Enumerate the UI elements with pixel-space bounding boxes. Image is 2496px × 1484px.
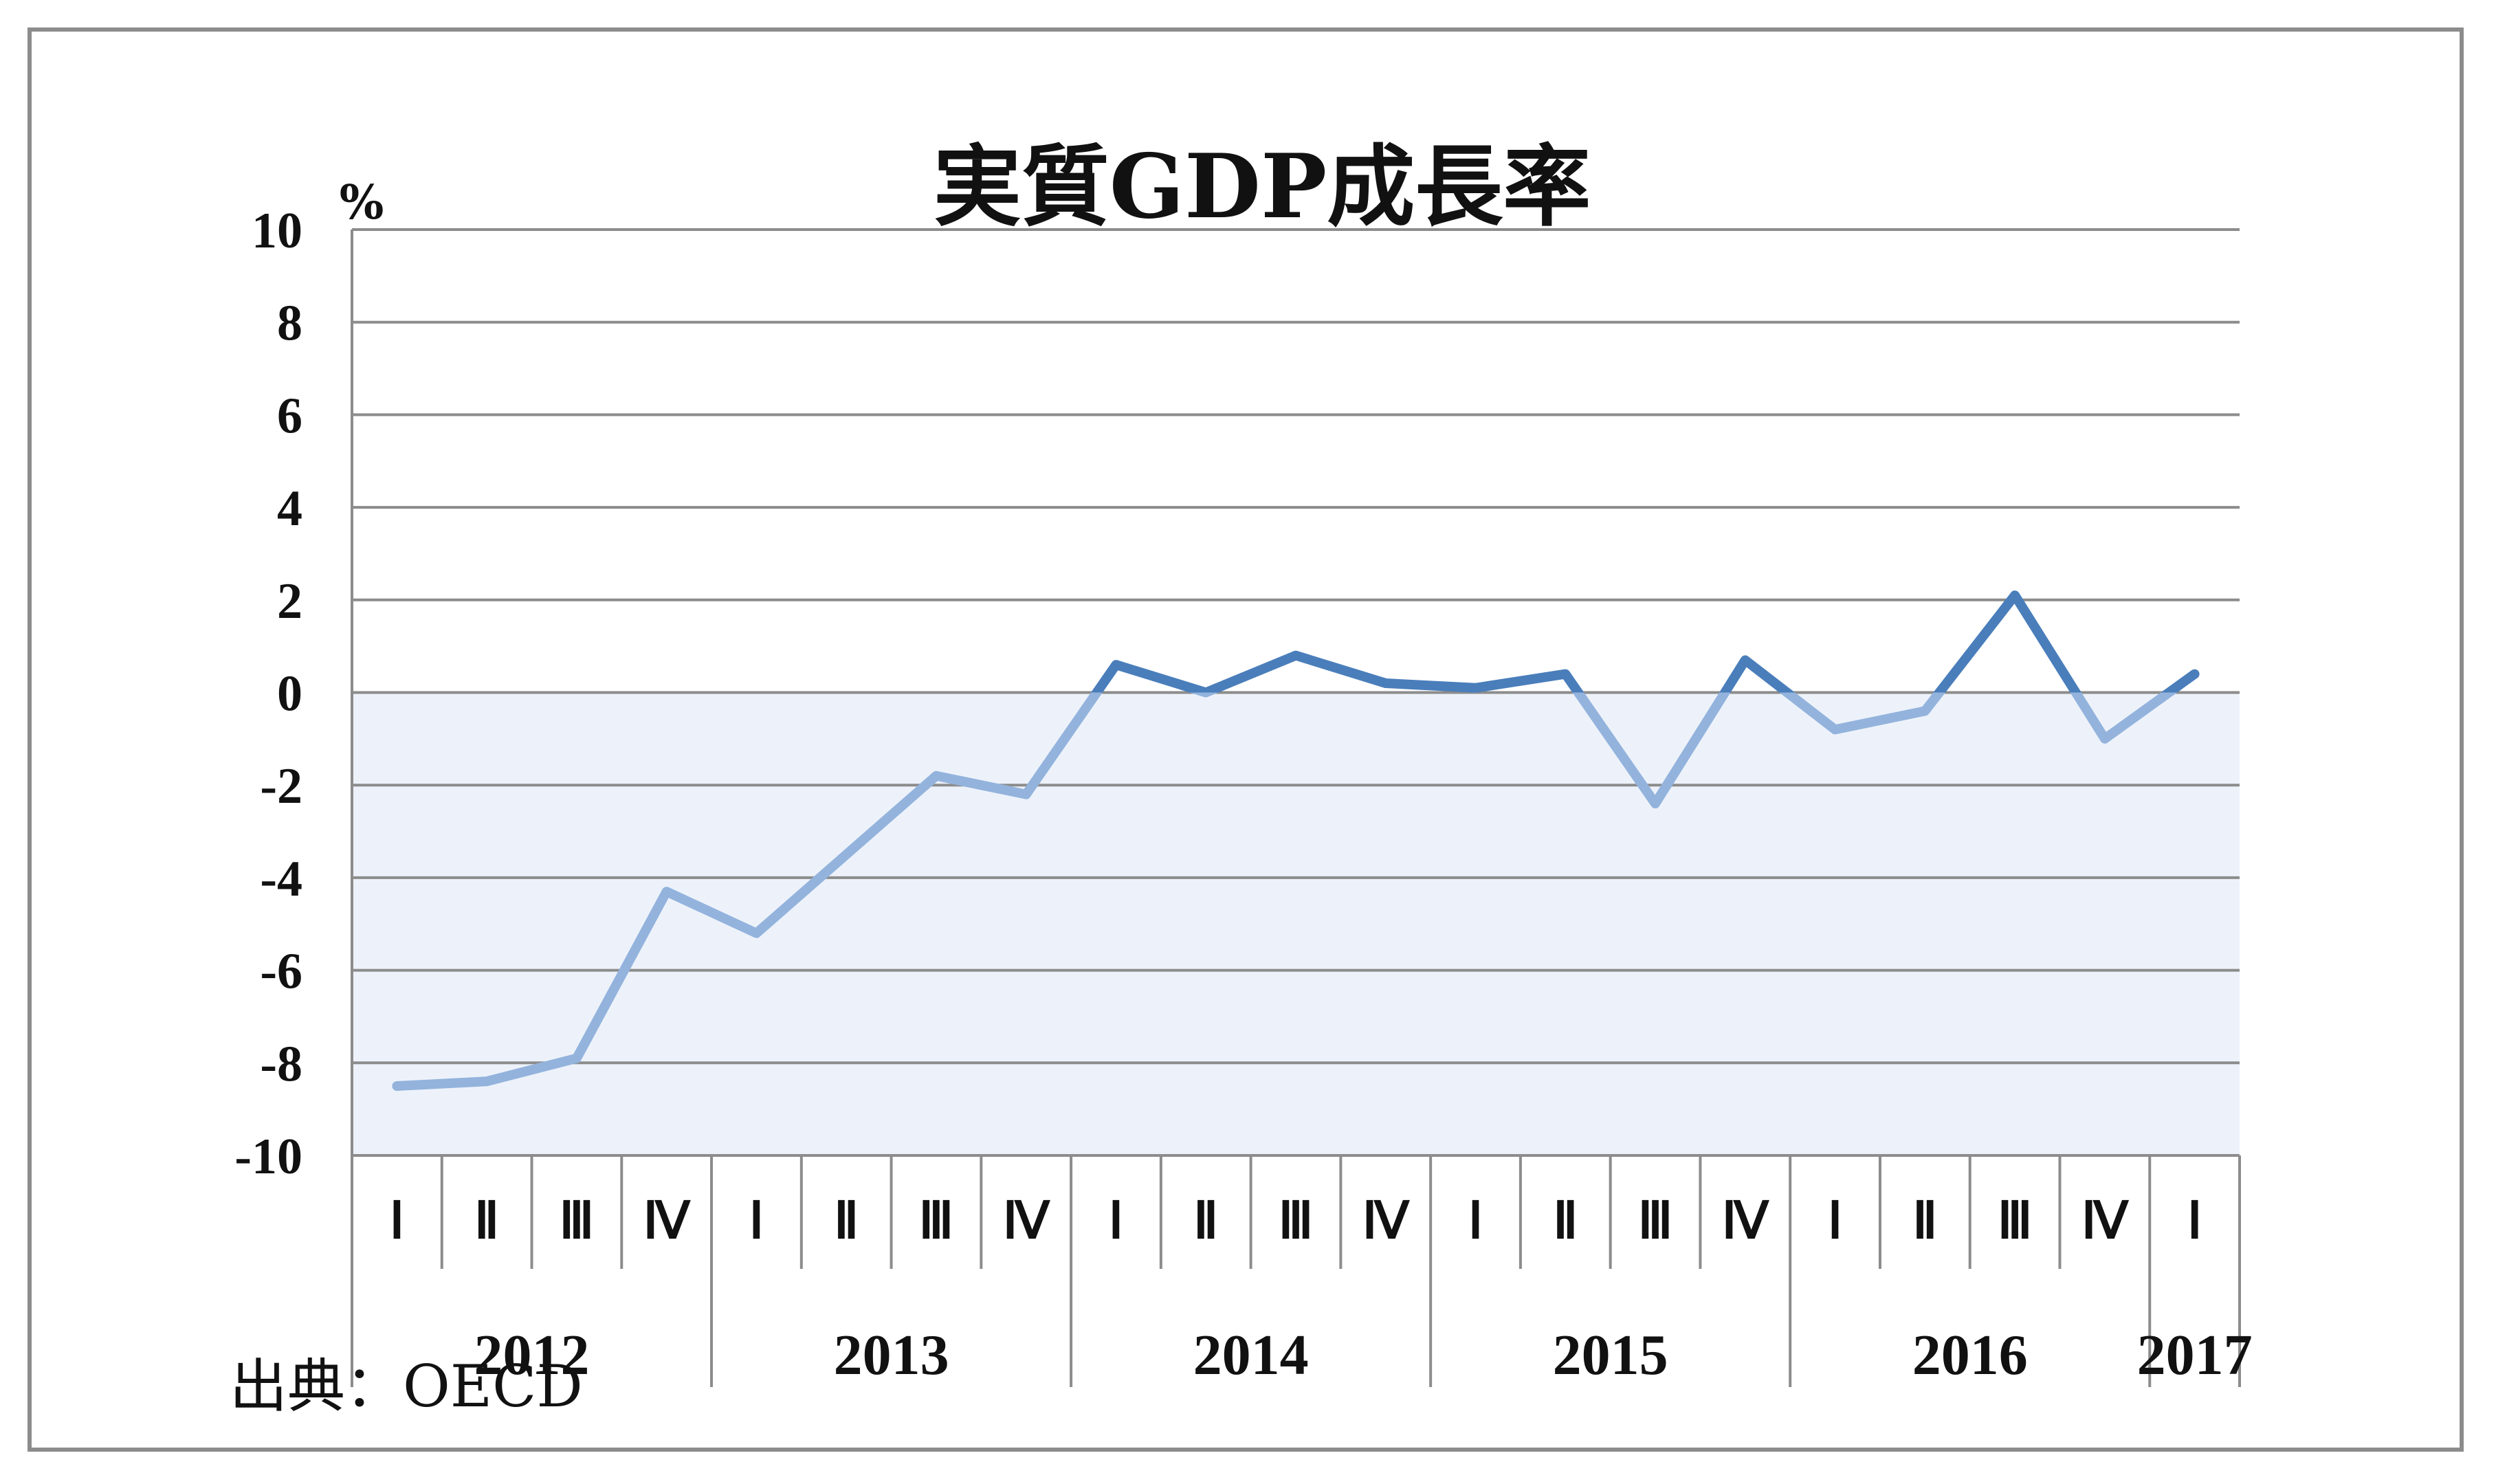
y-tick-label: 4 xyxy=(277,480,302,537)
x-tick-label: Ⅰ xyxy=(1828,1193,1843,1250)
x-tick-label: Ⅱ xyxy=(1553,1193,1578,1250)
x-tick-label: Ⅳ xyxy=(1003,1193,1051,1250)
x-tick-label: Ⅰ xyxy=(389,1193,404,1250)
series-line-positive xyxy=(1090,590,2200,693)
x-tick-label: Ⅱ xyxy=(474,1193,499,1250)
y-tick-label: -2 xyxy=(260,758,302,815)
y-axis-unit-label: % xyxy=(340,175,384,230)
y-tick-label: 10 xyxy=(252,203,302,259)
x-tick-label: Ⅳ xyxy=(2081,1193,2130,1250)
x-tick-label: Ⅰ xyxy=(1109,1193,1124,1250)
y-tick-label: 8 xyxy=(277,296,302,352)
x-tick-label: Ⅲ xyxy=(1638,1193,1673,1250)
x-tick-label: Ⅲ xyxy=(559,1193,594,1250)
y-tick-label: -6 xyxy=(260,944,302,1000)
x-tick-label: Ⅲ xyxy=(1278,1193,1313,1250)
y-tick-label: -8 xyxy=(260,1036,302,1092)
negative-region-fill xyxy=(352,692,2240,1155)
x-tick-label: Ⅳ xyxy=(1362,1193,1411,1250)
x-tick-label: Ⅰ xyxy=(749,1193,764,1250)
chart-title: 実質GDP成長率 xyxy=(934,135,1591,239)
x-tick-label: Ⅱ xyxy=(1193,1193,1218,1250)
year-label: 2013 xyxy=(834,1323,949,1387)
source-note: 出典：OECD xyxy=(230,1353,583,1420)
x-tick-label: Ⅰ xyxy=(2187,1193,2202,1250)
x-tick-label: Ⅲ xyxy=(918,1193,953,1250)
x-tick-label: Ⅰ xyxy=(1468,1193,1483,1250)
x-tick-label: Ⅲ xyxy=(1998,1193,2033,1250)
y-tick-label: 2 xyxy=(277,573,302,630)
series-line-negative xyxy=(392,692,2178,1091)
x-tick-label: Ⅱ xyxy=(1912,1193,1937,1250)
x-tick-label: Ⅳ xyxy=(1722,1193,1770,1250)
year-label: 2016 xyxy=(1912,1323,2028,1387)
year-label: 2012 xyxy=(474,1323,590,1387)
year-label: 2014 xyxy=(1193,1323,1309,1387)
y-tick-label: 0 xyxy=(277,666,302,722)
year-label: 2017 xyxy=(2137,1323,2253,1387)
y-tick-label: -4 xyxy=(260,851,302,907)
year-label: 2015 xyxy=(1553,1323,1668,1387)
x-tick-label: Ⅱ xyxy=(834,1193,859,1250)
y-tick-label: -10 xyxy=(234,1129,302,1185)
x-tick-label: Ⅳ xyxy=(643,1193,692,1250)
y-tick-label: 6 xyxy=(277,388,302,444)
